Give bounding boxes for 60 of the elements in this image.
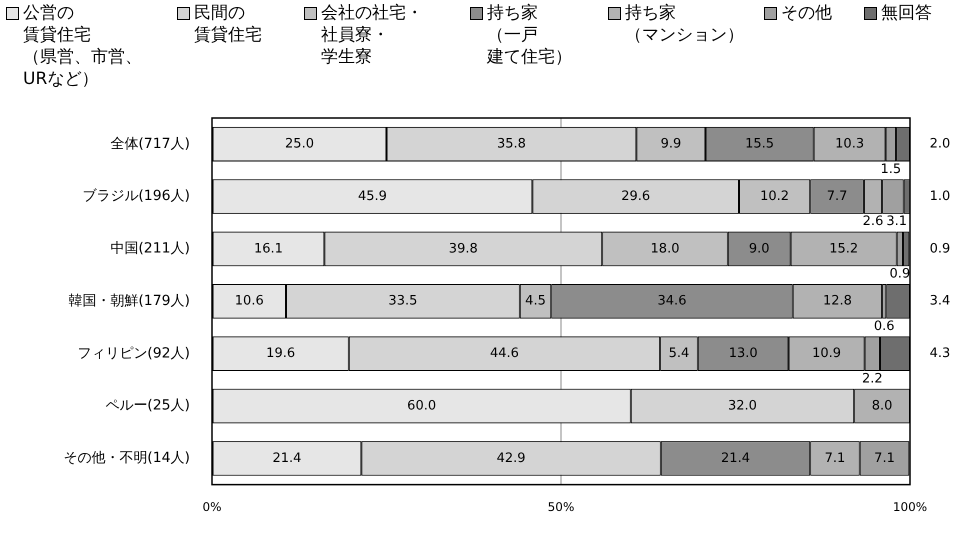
- data-label: 8.0: [872, 398, 892, 414]
- legend-label: 公営の賃貸住宅（県営、市営、URなど）: [23, 2, 142, 90]
- x-tick-label: 100%: [892, 500, 928, 514]
- data-label: 1.0: [930, 188, 950, 204]
- data-label: 39.8: [448, 241, 478, 256]
- data-label: 10.9: [812, 346, 842, 362]
- data-label: 32.0: [728, 398, 757, 414]
- data-label: 1.5: [880, 162, 902, 177]
- data-label: 0.9: [930, 241, 950, 256]
- y-tick-label: ブラジル(196人): [82, 188, 190, 204]
- data-label: 15.2: [829, 241, 858, 256]
- y-tick-label: ペルー(25人): [105, 398, 190, 414]
- x-tick-label: 0%: [202, 500, 222, 514]
- data-label: 5.4: [668, 346, 690, 362]
- data-label: 44.6: [490, 346, 519, 362]
- y-tick-label: フィリピン(92人): [77, 345, 190, 362]
- legend-label: 持ち家（一戸建て住宅）: [487, 2, 572, 68]
- data-label: 7.1: [824, 450, 846, 466]
- data-label: 7.7: [826, 188, 848, 204]
- data-label: 42.9: [496, 450, 526, 466]
- data-label: 19.6: [266, 346, 296, 362]
- x-tick-label: 50%: [548, 500, 574, 514]
- data-label: 2.6: [862, 214, 884, 230]
- data-label: 2.0: [930, 136, 950, 152]
- data-label: 60.0: [407, 398, 436, 414]
- data-label: 10.3: [835, 136, 864, 152]
- data-label: 33.5: [388, 294, 418, 309]
- data-label: 25.0: [285, 136, 314, 152]
- legend-label: 無回答: [881, 2, 932, 24]
- data-label: 9.0: [748, 241, 770, 256]
- data-label: 45.9: [358, 188, 387, 204]
- data-label: 2.2: [862, 371, 883, 386]
- legend-label: 民間の賃貸住宅: [194, 2, 262, 46]
- data-label: 35.8: [496, 136, 526, 152]
- data-label: 34.6: [658, 294, 686, 309]
- legend-label: その他: [781, 2, 832, 24]
- data-label: 18.0: [650, 241, 680, 256]
- data-label: 9.9: [660, 136, 682, 152]
- y-tick-label: 中国(211人): [110, 240, 190, 257]
- data-label: 13.0: [728, 346, 758, 362]
- data-label: 0.9: [890, 266, 910, 282]
- data-label: 3.4: [930, 294, 950, 309]
- data-label: 4.5: [525, 294, 546, 309]
- y-tick-label: 韓国・朝鮮(179人): [68, 292, 190, 309]
- data-label: 10.2: [760, 188, 790, 204]
- data-label: 10.6: [234, 294, 264, 309]
- data-label: 4.3: [930, 346, 950, 362]
- data-label: 7.1: [874, 450, 895, 466]
- data-label: 16.1: [254, 241, 283, 256]
- data-label: 29.6: [621, 188, 650, 204]
- data-label: 15.5: [745, 136, 774, 152]
- data-label: 21.4: [272, 450, 302, 466]
- legend-label: 持ち家（マンション）: [625, 2, 744, 46]
- data-label: 12.8: [822, 294, 852, 309]
- y-tick-label: その他・不明(14人): [63, 450, 190, 466]
- data-label: 21.4: [721, 450, 750, 466]
- y-tick-label: 全体(717人): [110, 136, 190, 152]
- data-label: 3.1: [886, 214, 908, 230]
- data-label: 0.6: [874, 318, 895, 334]
- legend-label: 会社の社宅・社員寮・学生寮: [321, 2, 423, 68]
